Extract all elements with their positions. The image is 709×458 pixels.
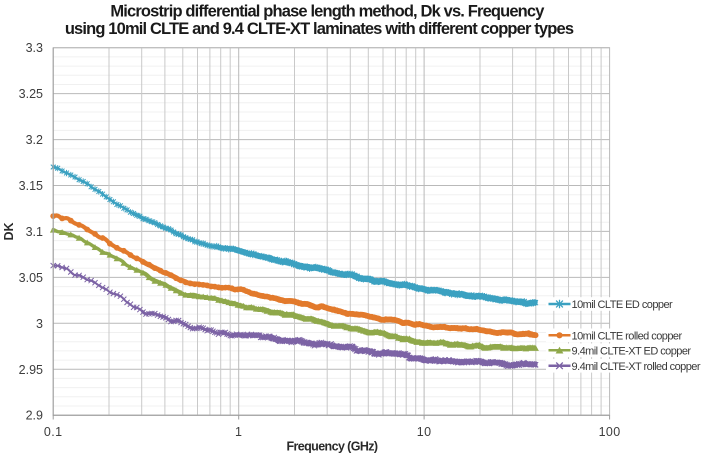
svg-text:3.15: 3.15: [19, 179, 43, 193]
svg-text:10mil CLTE rolled copper: 10mil CLTE rolled copper: [572, 331, 683, 343]
svg-text:using 10mil CLTE and 9.4 CLTE-: using 10mil CLTE and 9.4 CLTE-XT laminat…: [65, 20, 574, 38]
svg-text:100: 100: [599, 425, 621, 439]
svg-text:3.05: 3.05: [19, 271, 43, 285]
svg-text:3.1: 3.1: [26, 225, 43, 239]
svg-text:10: 10: [417, 425, 432, 439]
svg-text:9.4mil CLTE-XT ED copper: 9.4mil CLTE-XT ED copper: [572, 346, 692, 358]
svg-text:3.3: 3.3: [26, 41, 43, 55]
svg-text:Frequency (GHz): Frequency (GHz): [286, 440, 377, 454]
svg-text:3: 3: [36, 317, 43, 331]
svg-text:3.2: 3.2: [26, 133, 43, 147]
svg-text:Microstrip differential phase: Microstrip differential phase length met…: [110, 3, 545, 21]
svg-text:3.25: 3.25: [19, 87, 43, 101]
svg-text:0.1: 0.1: [44, 425, 63, 439]
svg-text:9.4mil CLTE-XT rolled copper: 9.4mil CLTE-XT rolled copper: [572, 361, 701, 373]
svg-text:1: 1: [235, 425, 242, 439]
svg-text:2.9: 2.9: [26, 409, 43, 423]
svg-text:10mil CLTE ED copper: 10mil CLTE ED copper: [572, 299, 674, 311]
svg-text:DK: DK: [2, 222, 16, 240]
svg-text:2.95: 2.95: [19, 363, 43, 377]
